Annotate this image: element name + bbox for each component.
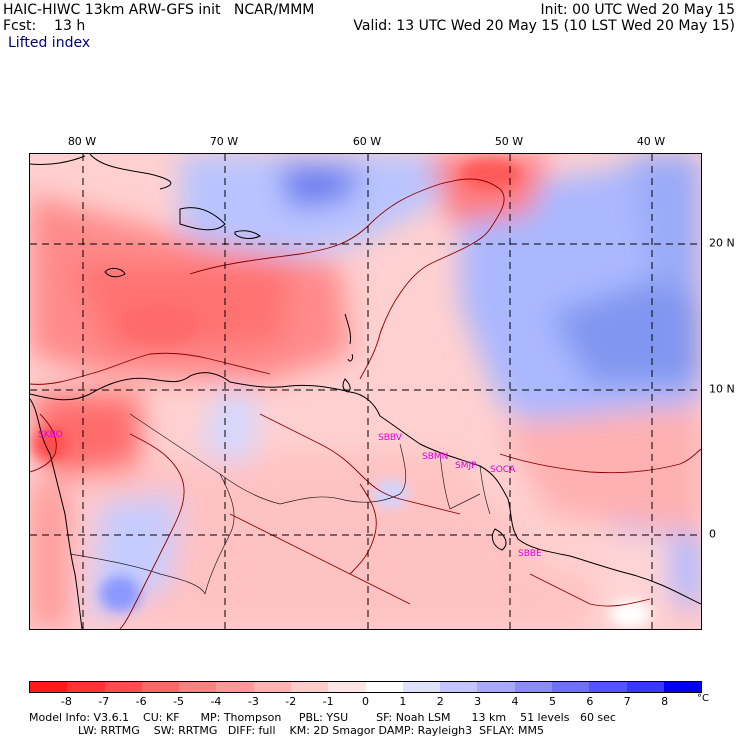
station-skbo: SKBO	[38, 430, 63, 440]
colorbar-swatch	[179, 682, 217, 692]
lon-label-40w: 40 W	[636, 135, 666, 148]
station-smjp: SMJP	[455, 461, 477, 471]
lat-label-20n: 20 N	[709, 236, 735, 250]
colorbar-label: 1	[399, 695, 407, 708]
zero-contours	[30, 178, 701, 629]
station-sbbv: SBBV	[378, 433, 402, 443]
hispaniola-coast	[179, 207, 226, 231]
colorbar-swatch	[67, 682, 105, 692]
lat-label-0: 0	[709, 527, 716, 541]
lat-label-10n: 10 N	[709, 382, 735, 396]
lesser-antilles	[344, 313, 353, 362]
graticule	[30, 154, 701, 629]
lon-label-70w: 70 W	[209, 135, 239, 148]
model-info-line1: Model Info: V3.6.1 CU: KF MP: Thompson P…	[29, 711, 616, 724]
colorbar-label: 0	[362, 695, 369, 708]
colorbar-swatch	[290, 682, 329, 692]
lifted-index-map	[29, 153, 702, 630]
colorbar-label: 3	[474, 695, 482, 708]
puerto-rico-coast	[234, 230, 261, 239]
colorbar-swatch	[440, 682, 478, 692]
station-sbmn: SBMN	[422, 452, 449, 462]
colorbar-label: -5	[173, 695, 185, 708]
colorbar-label: -4	[210, 695, 222, 708]
colorbar-label: -7	[98, 695, 110, 708]
variable-name: Lifted index	[8, 35, 91, 51]
colorbar-label: 6	[586, 695, 594, 708]
colorbar-label: -8	[60, 695, 72, 708]
colorbar-label: 5	[548, 695, 556, 708]
station-sbbe: SBBE	[518, 549, 542, 559]
colorbar-swatch	[551, 682, 590, 692]
colorbar-label: 2	[436, 695, 444, 708]
colorbar-label: 7	[623, 695, 631, 708]
marajo-coast	[491, 528, 507, 551]
colorbar-swatch	[253, 682, 291, 692]
south-america-coast	[30, 372, 701, 605]
colorbar-swatch	[365, 682, 403, 692]
colorbar-swatch	[402, 682, 441, 692]
colorbar	[29, 681, 702, 693]
colorbar-swatch	[328, 682, 366, 692]
colorbar-swatch	[626, 682, 664, 692]
cuba-coast	[89, 154, 172, 190]
colorbar-swatch	[141, 682, 180, 692]
colorbar-label: -2	[285, 695, 297, 708]
forecast-hour: Fcst: 13 h	[3, 18, 86, 34]
country-borders	[69, 413, 491, 595]
map-title: HAIC-HIWC 13km ARW-GFS init NCAR/MMM	[3, 2, 315, 18]
map-canvas	[30, 154, 701, 629]
colorbar-label: 8	[661, 695, 669, 708]
colorbar-swatch	[589, 682, 627, 692]
valid-time: Valid: 13 UTC Wed 20 May 15 (10 LST Wed …	[353, 18, 735, 34]
colorbar-swatch	[30, 682, 68, 692]
field-detail	[32, 159, 650, 628]
colorbar-swatch	[104, 682, 142, 692]
pacific-coast	[30, 398, 83, 629]
colorbar-swatch	[663, 682, 702, 692]
coastlines	[30, 154, 701, 629]
lon-label-50w: 50 W	[494, 135, 524, 148]
colorbar-label: -6	[135, 695, 147, 708]
jamaica-coast	[104, 267, 126, 278]
init-time: Init: 00 UTC Wed 20 May 15	[540, 2, 735, 18]
colorbar-label: -3	[247, 695, 259, 708]
colorbar-label: -1	[322, 695, 334, 708]
trinidad-coast	[342, 378, 351, 393]
colorbar-swatch	[477, 682, 515, 692]
model-info-line2: LW: RRTMG SW: RRTMG DIFF: full KM: 2D Sm…	[29, 724, 544, 737]
station-soca: SOCA	[490, 465, 516, 475]
colorbar-swatch	[216, 682, 254, 692]
colorbar-unit: °C	[697, 693, 709, 704]
lon-label-60w: 60 W	[352, 135, 382, 148]
colorbar-swatch	[514, 682, 552, 692]
colorbar-label: 4	[511, 695, 519, 708]
lon-label-80w: 80 W	[67, 135, 97, 148]
